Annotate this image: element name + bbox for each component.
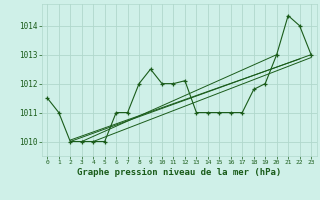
X-axis label: Graphe pression niveau de la mer (hPa): Graphe pression niveau de la mer (hPa) bbox=[77, 168, 281, 177]
